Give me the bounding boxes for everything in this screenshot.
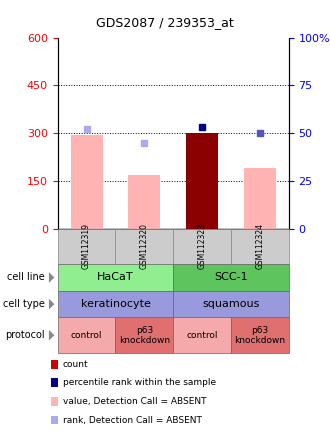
Text: rank, Detection Call = ABSENT: rank, Detection Call = ABSENT (63, 416, 202, 424)
Text: control: control (71, 331, 102, 340)
Text: p63
knockdown: p63 knockdown (234, 325, 285, 345)
Text: GDS2087 / 239353_at: GDS2087 / 239353_at (96, 16, 234, 28)
Text: protocol: protocol (5, 330, 45, 340)
Bar (128, 174, 160, 229)
Bar (244, 168, 276, 229)
Text: GSM112319: GSM112319 (82, 223, 91, 270)
Text: GSM112323: GSM112323 (198, 223, 207, 270)
Text: percentile rank within the sample: percentile rank within the sample (63, 378, 216, 387)
Bar (71, 135, 103, 229)
Text: GSM112320: GSM112320 (140, 223, 149, 270)
Text: cell line: cell line (7, 273, 45, 282)
Text: control: control (186, 331, 218, 340)
Bar (186, 133, 218, 229)
Text: HaCaT: HaCaT (97, 273, 134, 282)
Text: SCC-1: SCC-1 (214, 273, 248, 282)
Text: GSM112324: GSM112324 (255, 223, 264, 270)
Text: keratinocyte: keratinocyte (81, 299, 150, 309)
Text: squamous: squamous (202, 299, 260, 309)
Text: value, Detection Call = ABSENT: value, Detection Call = ABSENT (63, 397, 206, 406)
Text: cell type: cell type (3, 299, 45, 309)
Text: count: count (63, 360, 88, 369)
Text: p63
knockdown: p63 knockdown (119, 325, 170, 345)
